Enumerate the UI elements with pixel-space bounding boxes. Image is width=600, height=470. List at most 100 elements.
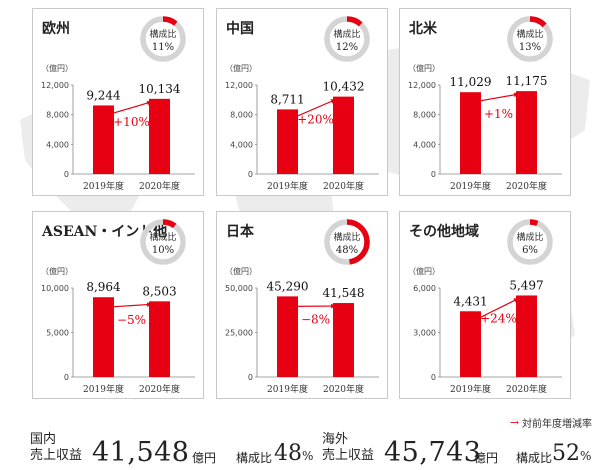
region-chart: 北米 構成比 13% （億円） 12,000 8,000 4,000 0 11,029 2019年… xyxy=(408,16,562,192)
y-tick-label: 0 xyxy=(248,373,253,382)
legend: → 対前年度増減率 xyxy=(510,415,592,430)
region-chart: 欧州 構成比 11% （億円） 12,000 8,000 4,000 0 9,244 2019年度… xyxy=(41,16,195,192)
region-panel: 中国 構成比 12% （億円） 12,000 8,000 4,000 0 8,711 2019年度… xyxy=(216,8,388,196)
region-panel: ASEAN・インド他 構成比 10% （億円） 10,000 5,000 0 8,964 201… xyxy=(32,211,204,399)
change-percent-label: +24% xyxy=(480,311,517,325)
x-category-label: 2019年度 xyxy=(267,180,308,192)
y-unit-label: （億円） xyxy=(225,63,257,73)
y-tick-label: 5,000 xyxy=(46,329,69,338)
ratio-label: 構成比 xyxy=(516,28,543,40)
x-category-label: 2020年度 xyxy=(139,180,180,192)
change-arrow-line xyxy=(472,297,519,322)
y-tick-label: 0 xyxy=(431,373,436,382)
y-unit-label: （億円） xyxy=(41,266,73,276)
ratio-value: 13% xyxy=(519,42,541,53)
bar xyxy=(333,303,354,377)
bar xyxy=(516,295,537,377)
y-tick-label: 50,000 xyxy=(225,284,253,293)
y-unit-label: （億円） xyxy=(41,63,73,73)
change-percent-label: +10% xyxy=(113,115,150,129)
domestic-ratio-label: 構成比 xyxy=(236,451,273,465)
ratio-label: 構成比 xyxy=(333,28,360,40)
y-tick-label: 0 xyxy=(248,170,253,179)
legend-arrow-icon: → xyxy=(509,416,519,429)
y-tick-label: 0 xyxy=(431,170,436,179)
bar-value-label: 10,432 xyxy=(323,80,365,94)
region-panel: 北米 構成比 13% （億円） 12,000 8,000 4,000 0 11,029 2019年… xyxy=(399,8,571,196)
region-chart: 中国 構成比 12% （億円） 12,000 8,000 4,000 0 8,711 2019年度… xyxy=(225,16,379,192)
bar-value-label: 8,964 xyxy=(86,280,121,294)
ratio-ring-fill xyxy=(529,16,547,28)
y-tick-label: 0 xyxy=(64,373,69,382)
change-arrow-line xyxy=(105,303,152,308)
y-tick-label: 12,000 xyxy=(41,81,69,90)
y-tick-label: 8,000 xyxy=(413,111,436,120)
x-category-label: 2020年度 xyxy=(139,383,180,395)
y-tick-label: 0 xyxy=(64,170,69,179)
change-arrow-icon xyxy=(331,303,336,309)
overseas-unit: 億円 xyxy=(474,451,499,465)
bar-value-label: 41,548 xyxy=(323,286,365,300)
region-chart: 日本 構成比 48% （億円） 50,000 25,000 0 45,290 2019年度 41,… xyxy=(225,219,379,395)
bar xyxy=(93,297,114,377)
region-title: 中国 xyxy=(226,20,254,37)
region-title: 日本 xyxy=(226,223,255,240)
ratio-value: 6% xyxy=(522,245,538,256)
y-tick-label: 3,000 xyxy=(413,329,436,338)
bar-value-label: 9,244 xyxy=(86,88,121,102)
y-unit-label: （億円） xyxy=(408,63,440,73)
change-percent-label: +1% xyxy=(484,107,513,121)
bar-value-label: 45,290 xyxy=(267,279,309,293)
y-tick-label: 4,000 xyxy=(46,140,69,149)
ratio-label: 構成比 xyxy=(149,28,176,40)
domestic-label-line1: 国内 xyxy=(30,432,57,447)
bar-value-label: 8,503 xyxy=(142,284,176,298)
bar xyxy=(460,311,481,377)
ratio-label: 構成比 xyxy=(333,231,360,243)
change-arrow-icon xyxy=(513,92,519,98)
x-category-label: 2019年度 xyxy=(267,383,308,395)
ratio-value: 10% xyxy=(152,245,174,256)
ratio-value: 12% xyxy=(336,42,358,53)
y-unit-label: （億円） xyxy=(408,266,440,276)
x-category-label: 2020年度 xyxy=(506,383,547,395)
bar xyxy=(149,98,170,174)
y-tick-label: 6,000 xyxy=(413,284,436,293)
summary-bar: 国内 売上収益 41,548 億円 構成比 48 % 海外 売上収益 45,74… xyxy=(0,432,600,470)
y-tick-label: 4,000 xyxy=(230,140,253,149)
domestic-pct: % xyxy=(302,449,314,463)
ratio-value: 11% xyxy=(152,42,174,53)
bar xyxy=(149,301,170,377)
region-title: ASEAN・インド他 xyxy=(41,223,167,240)
ratio-ring-fill xyxy=(346,219,370,265)
change-arrow-icon xyxy=(513,298,519,303)
change-percent-label: −8% xyxy=(301,312,330,326)
bar xyxy=(277,296,298,377)
bar-value-label: 4,431 xyxy=(453,294,487,308)
region-title: 欧州 xyxy=(42,20,70,37)
x-category-label: 2020年度 xyxy=(323,383,364,395)
bar-value-label: 10,134 xyxy=(139,82,181,96)
ratio-value: 48% xyxy=(336,245,358,256)
region-panel: 日本 構成比 48% （億円） 50,000 25,000 0 45,290 2019年度 41,… xyxy=(216,211,388,399)
region-panel: その他地域 構成比 6% （億円） 6,000 3,000 0 4,431 2019年度 5,49… xyxy=(399,211,571,399)
y-tick-label: 8,000 xyxy=(230,111,253,120)
bar-value-label: 11,175 xyxy=(506,74,548,88)
ratio-ring-fill xyxy=(346,16,363,27)
domestic-label-line2: 売上収益 xyxy=(30,448,83,463)
bar xyxy=(460,92,481,174)
y-tick-label: 12,000 xyxy=(408,81,436,90)
domestic-ratio: 48 xyxy=(274,441,302,466)
x-category-label: 2019年度 xyxy=(83,180,124,192)
ratio-ring-fill xyxy=(162,16,178,26)
ratio-label: 構成比 xyxy=(516,231,543,243)
x-category-label: 2020年度 xyxy=(323,180,364,192)
overseas-ratio-label: 構成比 xyxy=(516,451,553,465)
y-tick-label: 12,000 xyxy=(225,81,253,90)
change-arrow-icon xyxy=(146,100,152,106)
bar-value-label: 5,497 xyxy=(509,278,543,292)
bar-value-label: 11,029 xyxy=(450,75,492,89)
y-unit-label: （億円） xyxy=(225,266,257,276)
domestic-unit: 億円 xyxy=(192,451,217,465)
ratio-ring-fill xyxy=(162,219,177,229)
